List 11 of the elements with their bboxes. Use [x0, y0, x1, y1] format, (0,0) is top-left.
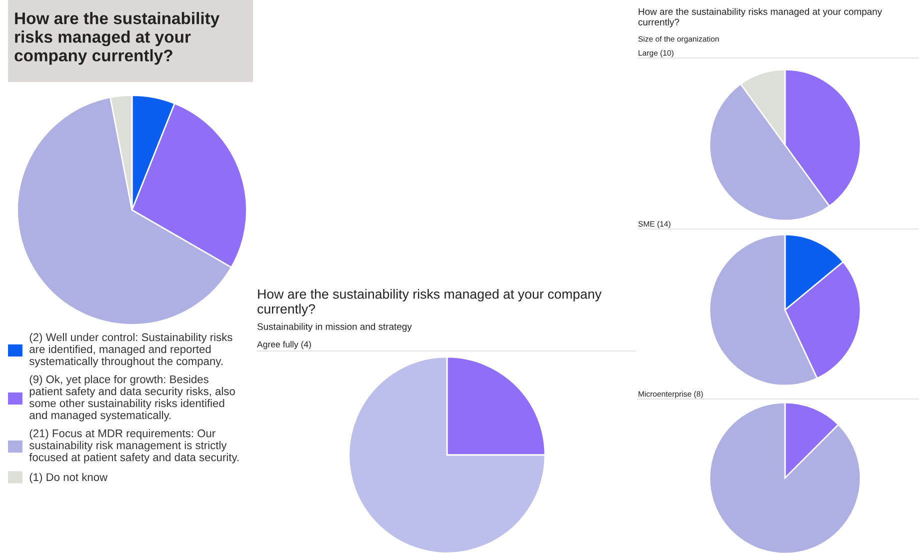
legend-label: (21) Focus at MDR requirements: Our sustainability risk management is strictly focused at patient safety and data security. — [29, 429, 239, 464]
legend-label: (1) Do not know — [30, 472, 108, 484]
chart-title: How are the sustainability risks managed at your company currently? — [638, 8, 882, 28]
legend-label: (2) Well under control: Sustainability risks are identified, managed and reported systematically throughout the company. — [29, 333, 232, 368]
pie-slice — [708, 402, 862, 553]
pie-slice — [348, 356, 546, 553]
chart-title: How are the sustainability risks managed at your company currently? — [14, 12, 220, 65]
chart-title: How are the sustainability risks managed at your company currently? — [258, 289, 602, 316]
legend-label: (9) Ok, yet place for growth: Besides patient safety and data security risks, also some other sustainability risks identified and managed systematically. — [29, 375, 235, 422]
chart-subtitle: Sustainability in mission and strategy — [257, 323, 412, 332]
text: Agree fully (4) — [257, 341, 311, 350]
